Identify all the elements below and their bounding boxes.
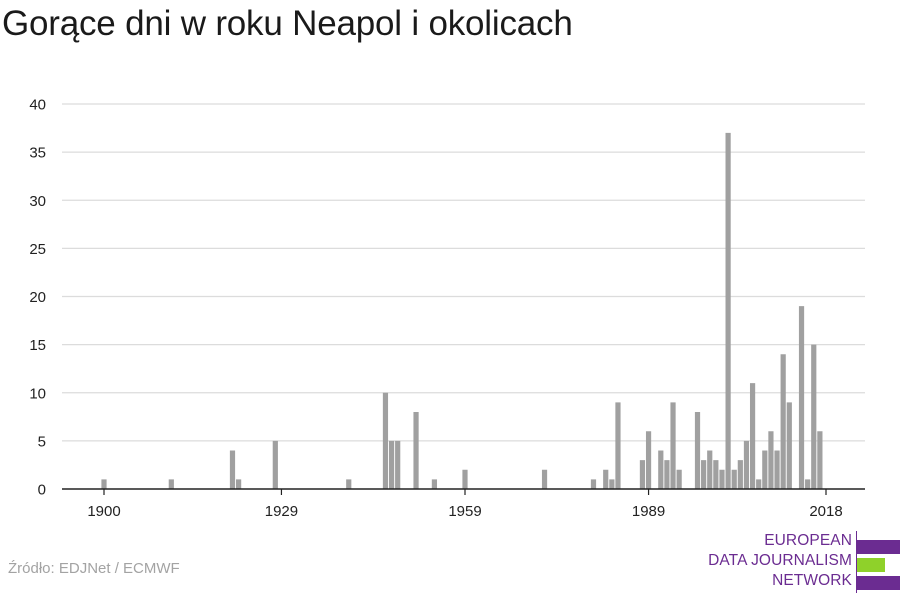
bar <box>664 460 670 490</box>
logo-line-2: DATA JOURNALISM <box>708 552 852 569</box>
bar <box>756 479 762 490</box>
bar <box>811 344 817 490</box>
bar <box>645 431 652 489</box>
bar <box>168 479 174 490</box>
logo-bar-middle <box>857 558 885 572</box>
bar <box>743 440 750 490</box>
bar <box>541 469 548 489</box>
bar <box>719 469 725 489</box>
bar <box>431 479 438 490</box>
bar <box>725 132 731 490</box>
bar <box>413 412 419 489</box>
grid-lines <box>62 103 865 442</box>
bar <box>590 479 597 490</box>
bar <box>346 479 352 490</box>
bar <box>382 392 389 489</box>
bar <box>236 479 242 490</box>
bar <box>388 440 395 490</box>
bar <box>780 354 786 489</box>
bar <box>462 469 468 489</box>
logo-line-3: NETWORK <box>772 572 852 589</box>
bar <box>101 479 107 490</box>
y-tick-label: 5 <box>38 433 46 450</box>
logo-line-1: EUROPEAN <box>764 532 852 549</box>
bar <box>786 402 792 490</box>
logo-bar-top <box>857 540 900 554</box>
x-tick-label: 1959 <box>448 503 481 520</box>
x-tick-label: 2018 <box>809 503 842 520</box>
bar <box>707 450 713 489</box>
bar <box>798 306 805 490</box>
bar <box>609 479 615 490</box>
bar <box>731 469 737 489</box>
chart-title: Gorące dni w roku Neapol i okolicach <box>2 4 573 43</box>
bar <box>805 479 811 490</box>
bars <box>101 132 823 490</box>
logo-bar-bottom <box>857 576 900 590</box>
x-axis-ticks: 1900 1929 1959 1989 2018 <box>87 489 843 520</box>
bar <box>694 412 701 489</box>
bar <box>670 402 676 490</box>
edjnet-logo: EUROPEAN DATA JOURNALISM NETWORK <box>706 531 900 593</box>
y-tick-label: 10 <box>29 385 46 402</box>
bar <box>768 431 774 489</box>
y-tick-label: 0 <box>38 482 46 499</box>
y-tick-label: 15 <box>29 337 46 354</box>
y-tick-label: 20 <box>29 289 46 306</box>
bar <box>395 440 401 490</box>
bar <box>749 383 756 490</box>
x-tick-label: 1989 <box>632 503 665 520</box>
logo-text: EUROPEAN DATA JOURNALISM NETWORK <box>708 531 852 591</box>
y-tick-label: 40 <box>29 97 46 114</box>
bar <box>817 431 823 489</box>
bar <box>603 469 609 489</box>
bar <box>713 460 719 490</box>
x-tick-label: 1929 <box>265 503 298 520</box>
logo-divider <box>856 531 857 593</box>
bar <box>737 460 743 490</box>
source-note: Źródło: EDJNet / ECMWF <box>8 560 180 577</box>
bar <box>229 450 236 489</box>
bar <box>272 440 278 490</box>
x-tick-label: 1900 <box>87 503 120 520</box>
bar <box>639 460 646 490</box>
y-tick-label: 30 <box>29 193 46 210</box>
y-tick-label: 35 <box>29 145 46 162</box>
bar <box>676 469 682 489</box>
bar <box>658 450 664 489</box>
y-axis-ticks: 0 5 10 15 20 25 30 35 40 <box>29 97 46 499</box>
bar <box>701 460 707 490</box>
bar <box>762 450 768 489</box>
bar <box>615 402 621 490</box>
y-tick-label: 25 <box>29 241 46 258</box>
bar <box>774 450 780 489</box>
